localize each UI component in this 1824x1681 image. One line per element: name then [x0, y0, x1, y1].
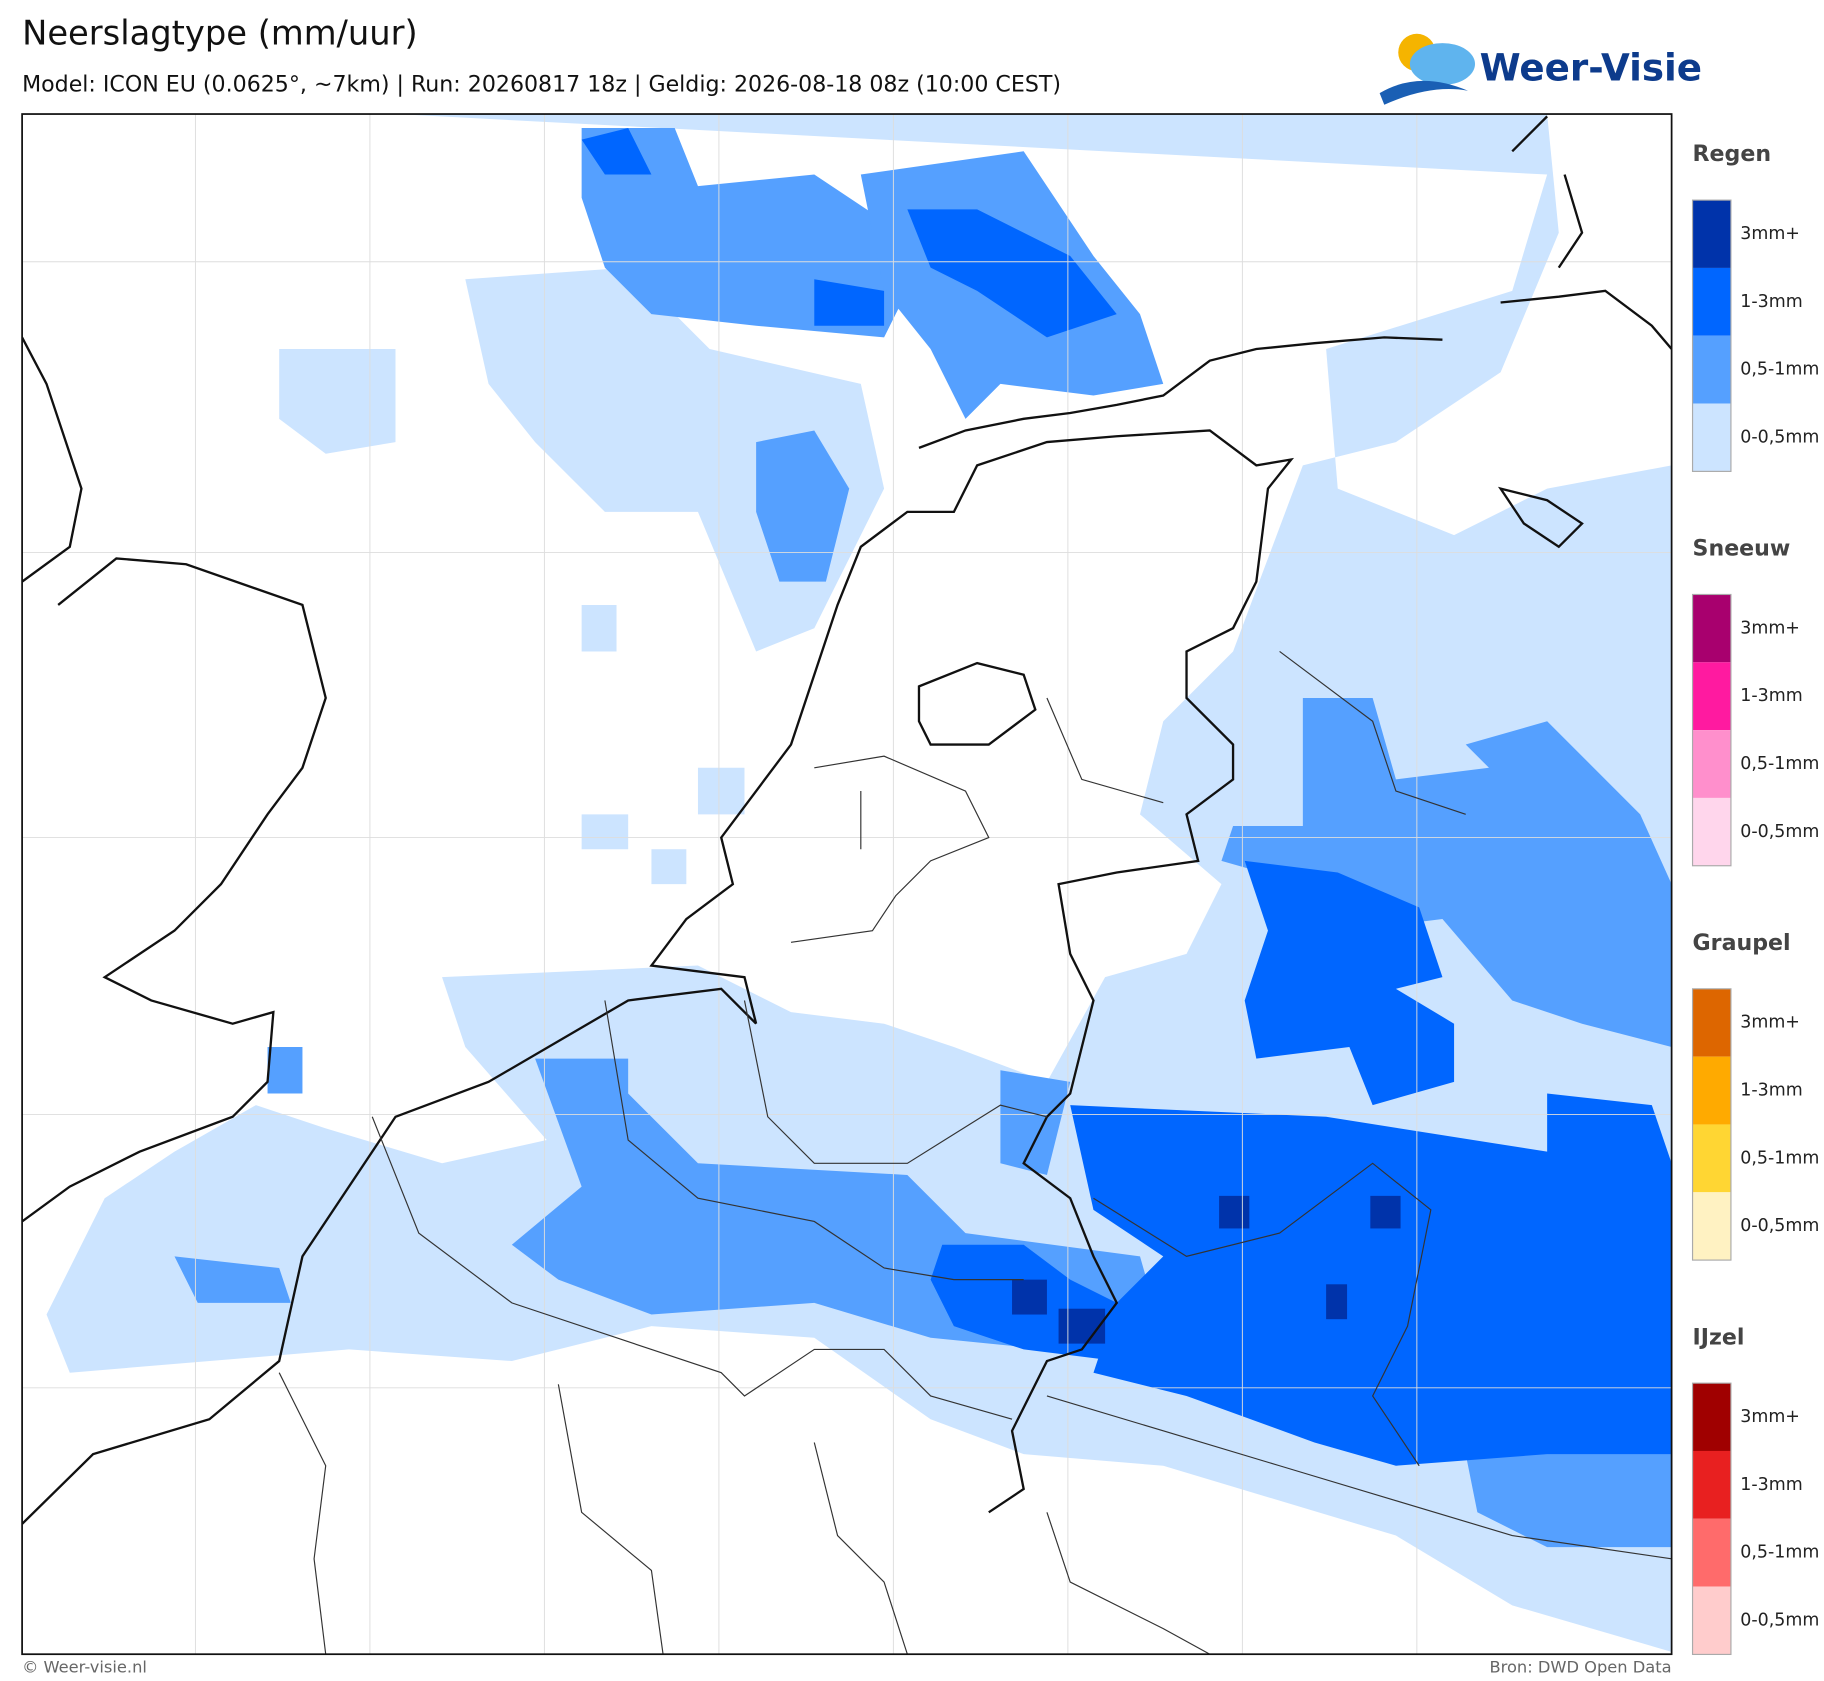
legend-swatch — [1692, 1383, 1731, 1451]
legend-swatch — [1692, 1518, 1731, 1587]
legend-label: 3mm+ — [1740, 224, 1800, 244]
legend: Regen 3mm+ 1-3mm 0,5-1mm 0-0,5mm Sneeuw 3mm+ 1-… — [1691, 141, 1819, 1656]
legend-label: 0-0,5mm — [1740, 427, 1819, 447]
subtitle: Model: ICON EU (0.0625°, ~7km) | Run: 20… — [22, 71, 1061, 97]
precipitation-heavy — [581, 128, 1672, 1466]
legend-label: 0,5-1mm — [1740, 1543, 1819, 1563]
legend-title: Regen — [1693, 141, 1772, 167]
rain-area — [279, 349, 396, 454]
source: Bron: DWD Open Data — [1489, 1658, 1671, 1677]
legend-swatch — [1692, 594, 1731, 663]
rain-area — [174, 1046, 303, 1303]
map-frame — [21, 113, 1673, 1656]
legend-swatch — [1692, 988, 1731, 1057]
legend-swatch — [1692, 200, 1731, 268]
legend-label: 0,5-1mm — [1740, 754, 1819, 774]
legend-label: 1-3mm — [1740, 292, 1802, 312]
legend-label: 1-3mm — [1740, 686, 1802, 706]
rain-area — [1221, 698, 1672, 1047]
legend-label: 0,5-1mm — [1740, 1148, 1819, 1168]
legend-label: 1-3mm — [1740, 1081, 1802, 1101]
legend-title: IJzel — [1693, 1324, 1745, 1350]
logo-wave — [1379, 80, 1469, 105]
rain-area — [756, 430, 850, 582]
legend-swatch — [1692, 662, 1731, 731]
legend-frame — [1691, 988, 1732, 1261]
rain-cell — [1012, 1279, 1047, 1315]
legend-label: 3mm+ — [1740, 1013, 1800, 1033]
legend-frame — [1691, 199, 1732, 472]
borders — [278, 651, 1672, 1655]
rain-area — [581, 604, 745, 885]
legend-swatch — [1692, 1450, 1731, 1519]
logo-cloud — [1409, 43, 1476, 85]
legend-title: Graupel — [1693, 930, 1791, 956]
rain-area — [1070, 1093, 1672, 1466]
logo-text: Weer-Visie — [1480, 45, 1702, 89]
legend-swatch — [1692, 267, 1731, 336]
legend-label: 0-0,5mm — [1740, 1611, 1819, 1631]
map — [22, 114, 1672, 1655]
legend-label: 3mm+ — [1740, 618, 1800, 638]
rain-cell — [1326, 1284, 1348, 1320]
rain-cell — [1058, 1308, 1106, 1344]
title: Neerslagtype (mm/uur) — [22, 13, 418, 52]
legend-label: 0-0,5mm — [1740, 1216, 1819, 1236]
grid-lines — [22, 114, 1672, 1655]
legend-label: 1-3mm — [1740, 1475, 1802, 1495]
copyright: © Weer-visie.nl — [22, 1658, 147, 1677]
rain-area — [1244, 860, 1455, 1106]
legend-swatch — [1692, 1586, 1731, 1655]
legend-label: 0-0,5mm — [1740, 822, 1819, 842]
legend-swatch — [1692, 1192, 1731, 1261]
precipitation-very-heavy — [1012, 1195, 1401, 1344]
legend-swatch — [1692, 797, 1731, 866]
rain-cell — [1370, 1195, 1401, 1229]
legend-swatch — [1692, 335, 1731, 404]
legend-swatch — [1692, 1124, 1731, 1193]
legend-swatch — [1692, 403, 1731, 472]
legend-swatch — [1692, 1056, 1731, 1125]
coastlines — [22, 115, 1672, 1525]
legend-swatch — [1692, 730, 1731, 798]
legend-frame — [1691, 593, 1732, 867]
legend-title: Sneeuw — [1693, 536, 1791, 562]
rain-area — [581, 128, 885, 326]
rain-cell — [1219, 1195, 1250, 1229]
legend-label: 0,5-1mm — [1740, 360, 1819, 380]
rain-area — [1000, 1070, 1672, 1548]
logo: Weer-Visie — [1379, 33, 1702, 105]
legend-frame — [1691, 1382, 1732, 1656]
legend-label: 3mm+ — [1740, 1407, 1800, 1427]
rain-area — [907, 209, 1117, 338]
